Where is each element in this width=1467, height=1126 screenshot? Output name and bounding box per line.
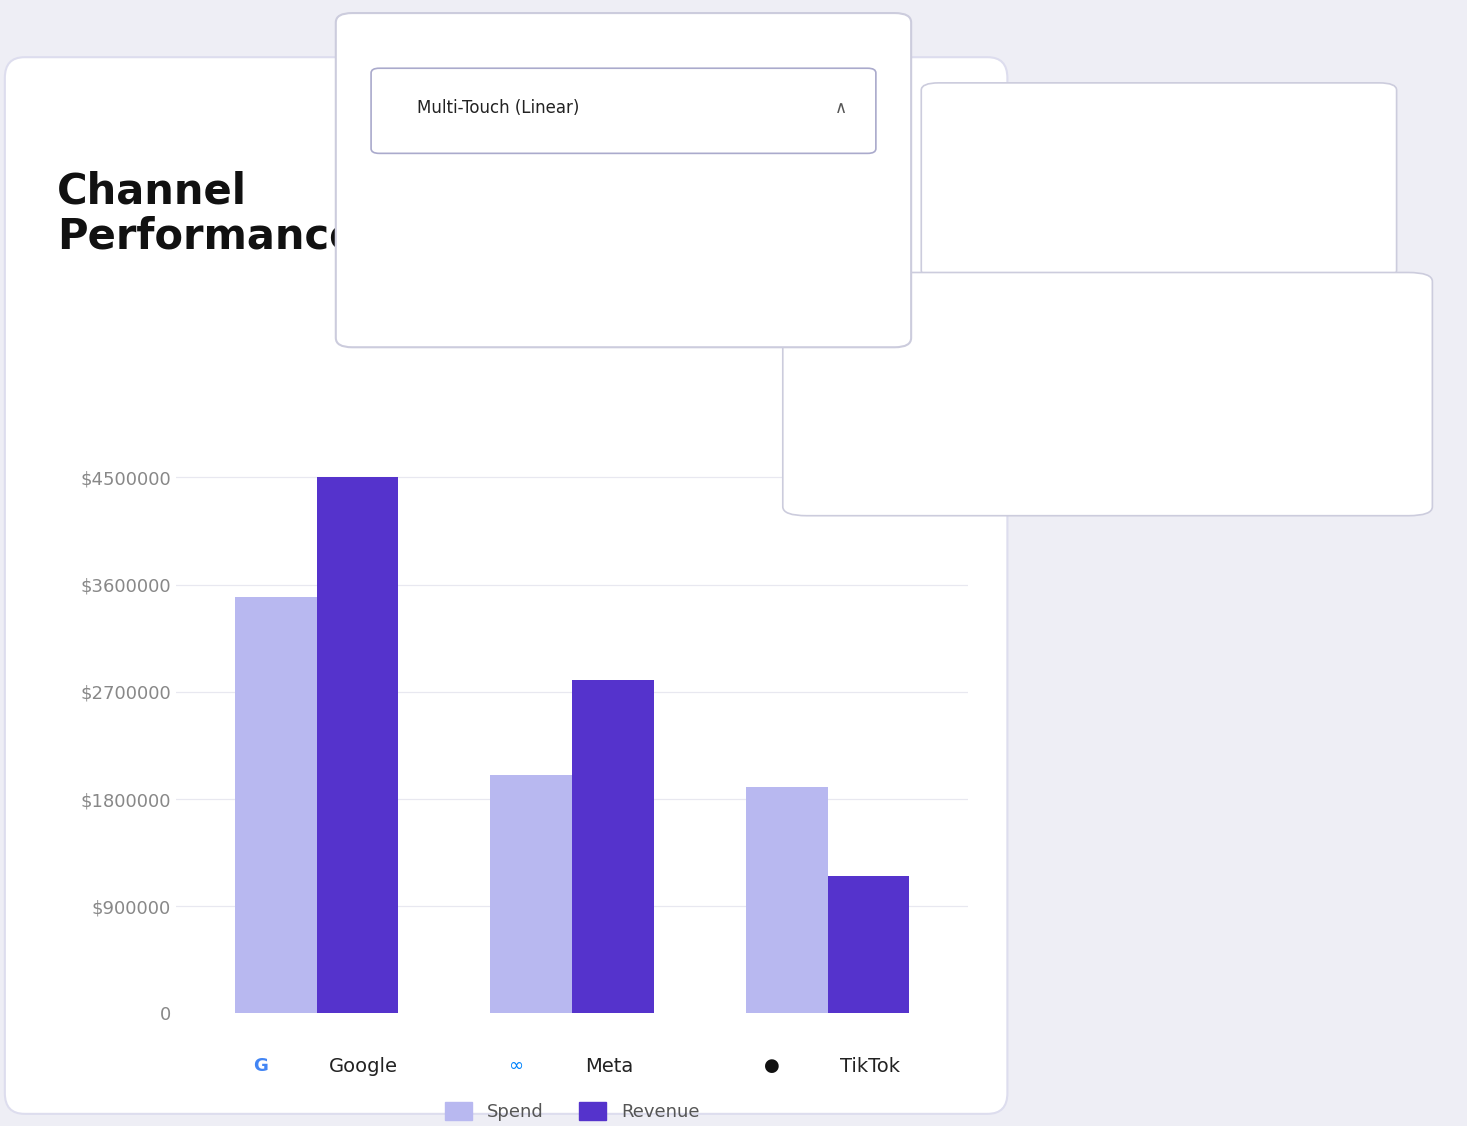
Text: First Touch: First Touch	[406, 234, 494, 252]
Bar	[572, 680, 654, 1013]
FancyBboxPatch shape	[783, 272, 1432, 516]
Bar	[317, 477, 399, 1013]
Bar	[235, 597, 317, 1013]
Text: TikTok: TikTok	[841, 1057, 901, 1076]
Text: Channel
Performance: Channel Performance	[57, 170, 358, 258]
Legend: Spend, Revenue: Spend, Revenue	[437, 1094, 707, 1126]
Text: Meta: Meta	[585, 1057, 634, 1076]
Text: Attribution Model: Attribution Model	[390, 61, 546, 79]
Text: G: G	[252, 1057, 268, 1075]
Text: ∞: ∞	[509, 1057, 524, 1075]
Bar	[745, 787, 827, 1013]
Text: $11,560,757: $11,560,757	[844, 408, 1039, 435]
Text: Multi-Touch (Linear): Multi-Touch (Linear)	[406, 285, 569, 303]
Text: Last Touch: Last Touch	[406, 184, 494, 202]
Text: ●: ●	[764, 1057, 779, 1075]
Bar	[490, 775, 572, 1013]
Text: ✓: ✓	[805, 285, 822, 303]
Text: Attributed Revenue: Attributed Revenue	[844, 313, 992, 328]
Text: ∧: ∧	[835, 99, 846, 117]
FancyBboxPatch shape	[921, 83, 1397, 277]
FancyBboxPatch shape	[4, 57, 1008, 1114]
Text: 2.69: 2.69	[974, 187, 1049, 216]
Text: Google: Google	[330, 1057, 399, 1076]
FancyBboxPatch shape	[371, 69, 876, 153]
Text: ROAS: ROAS	[974, 117, 1017, 132]
FancyBboxPatch shape	[336, 14, 911, 347]
Text: Multi-Touch (Linear): Multi-Touch (Linear)	[417, 99, 579, 117]
Bar	[827, 876, 910, 1013]
